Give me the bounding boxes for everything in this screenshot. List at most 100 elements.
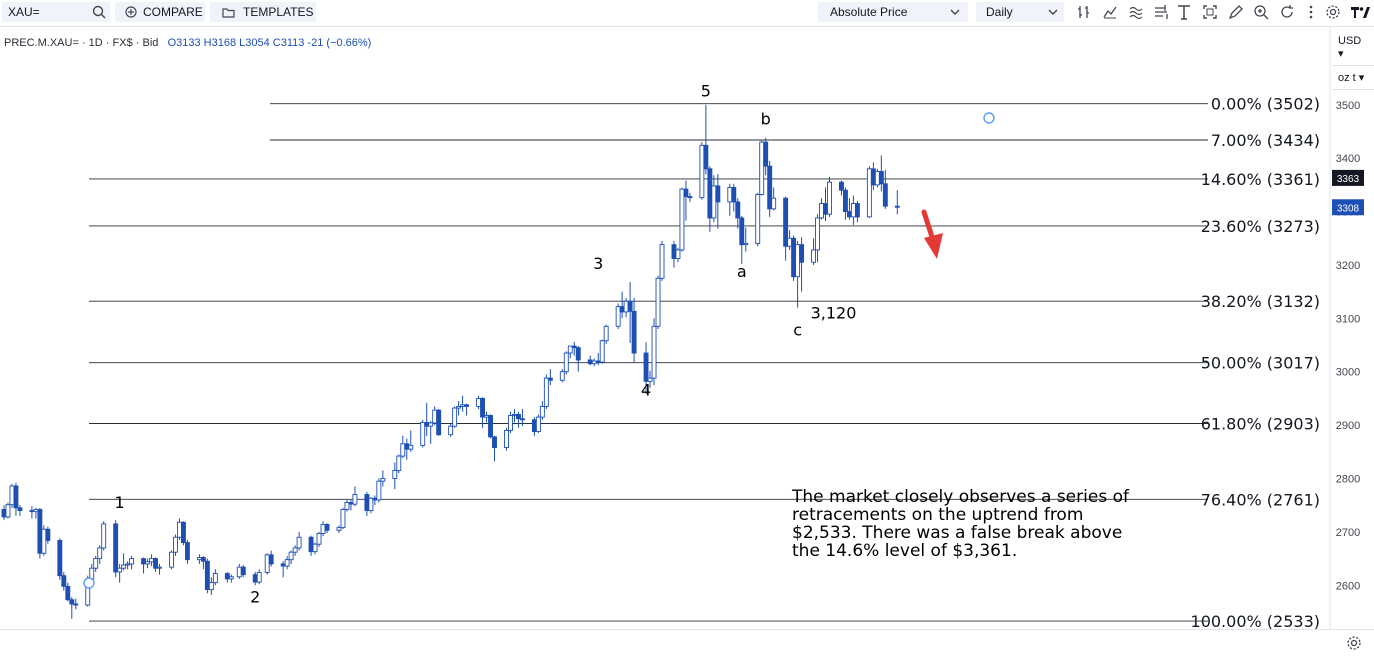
- red-down-arrow-icon: [921, 209, 943, 259]
- tradingview-logo[interactable]: [1350, 4, 1370, 20]
- symbol-search-input[interactable]: XAU=: [2, 2, 110, 22]
- chart-legend: PREC.M.XAU= · 1D · FX$ · Bid O3133 H3168…: [4, 37, 372, 49]
- folder-icon: [222, 7, 235, 18]
- candle-body: [324, 523, 330, 531]
- candle-body: [882, 183, 888, 207]
- candle-body: [767, 165, 773, 210]
- price-axis-badge-label: 3308: [1337, 203, 1360, 214]
- candle-body: [372, 497, 378, 501]
- fib-level-label: 100.00% (2533): [1191, 612, 1320, 631]
- indicators-icon[interactable]: [1102, 4, 1118, 20]
- zoom-icon[interactable]: [1253, 4, 1269, 20]
- candle-body: [180, 521, 186, 544]
- candle-body: [515, 413, 521, 420]
- wave-label: c: [793, 320, 802, 339]
- fib-anchor-top-handle[interactable]: [983, 112, 995, 124]
- candle-body: [348, 502, 354, 505]
- candle-body: [819, 203, 824, 219]
- price-mode-label: Absolute Price: [830, 5, 908, 19]
- candle-body: [771, 197, 777, 210]
- legend-ohlc-values: O3133 H3168 L3054 C3113 -21 (−0.66%): [167, 37, 372, 49]
- candle-body: [870, 168, 876, 186]
- candle-body: [815, 217, 820, 251]
- candle-body: [591, 360, 597, 365]
- candle-body: [823, 203, 828, 215]
- symbol-text: XAU=: [8, 5, 40, 19]
- candle-body: [157, 566, 162, 569]
- candle-body: [563, 352, 569, 373]
- wave-label: 4: [641, 381, 651, 400]
- interval-label: Daily: [986, 5, 1013, 19]
- candle-body: [595, 360, 601, 363]
- candle-body: [839, 181, 844, 191]
- candle-body: [240, 566, 246, 576]
- candle-body: [169, 551, 174, 568]
- candle-body: [759, 141, 765, 195]
- candle-body: [61, 575, 67, 587]
- candle-body: [400, 443, 406, 457]
- price-axis-tick: 2600: [1336, 580, 1360, 592]
- candle-body: [149, 558, 154, 563]
- candle-body: [256, 572, 262, 583]
- annotate-icon[interactable]: [1228, 4, 1244, 20]
- candle-body: [488, 415, 493, 438]
- candle-body: [284, 559, 290, 567]
- text-tool-icon[interactable]: [1176, 4, 1192, 20]
- fib-level-label: 23.60% (3273): [1201, 217, 1320, 236]
- wave-label: 5: [701, 82, 711, 101]
- bar-style-icon[interactable]: [1076, 4, 1092, 20]
- candle-body: [408, 444, 414, 450]
- candle-body: [29, 510, 35, 513]
- candle-body: [424, 421, 430, 427]
- candle-body: [795, 244, 801, 278]
- interval-select[interactable]: Daily: [976, 2, 1064, 22]
- candle-body: [364, 494, 370, 511]
- candle-body: [492, 436, 497, 448]
- chevron-down-icon: [950, 9, 960, 15]
- fib-anchor-bottom-handle[interactable]: [83, 577, 95, 589]
- more-icon[interactable]: [1303, 4, 1319, 20]
- candle-body: [711, 185, 717, 219]
- refresh-icon[interactable]: [1279, 4, 1295, 20]
- candle-body: [380, 478, 386, 482]
- candle-body: [404, 443, 410, 450]
- candle-body: [763, 141, 769, 167]
- price-axis-badge-label: 3363: [1337, 174, 1360, 185]
- candle-body: [17, 507, 23, 511]
- candle-body: [671, 244, 677, 259]
- candle-body: [894, 205, 900, 208]
- candle-body: [531, 419, 537, 432]
- wave-label: b: [761, 110, 771, 129]
- drawing-icon[interactable]: [1128, 4, 1144, 20]
- candle-body: [204, 560, 210, 591]
- compare-button[interactable]: COMPARE: [115, 2, 205, 22]
- candle-body: [683, 188, 689, 198]
- price-axis-tick: 3200: [1336, 260, 1360, 272]
- candle-body: [615, 306, 621, 327]
- candle-body: [715, 185, 721, 203]
- fullscreen-icon[interactable]: [1202, 4, 1218, 20]
- currency-select[interactable]: USD ▾: [1332, 30, 1374, 66]
- candle-body: [420, 421, 426, 446]
- templates-button[interactable]: TEMPLATES: [210, 2, 316, 22]
- candle-body: [464, 404, 470, 407]
- settings-icon[interactable]: [1325, 4, 1341, 20]
- candle-body: [456, 405, 462, 409]
- candle-body: [9, 485, 15, 506]
- unit-select[interactable]: oz t ▾: [1332, 66, 1374, 90]
- price-axis-tick: 2700: [1336, 527, 1360, 539]
- candle-body: [743, 243, 749, 246]
- candle-body: [480, 397, 485, 418]
- candle-body: [575, 347, 581, 361]
- candle-body: [659, 244, 665, 279]
- price-mode-select[interactable]: Absolute Price: [818, 2, 968, 22]
- candle-body: [73, 603, 79, 606]
- wave-label: a: [737, 262, 747, 281]
- candle-body: [13, 485, 19, 509]
- axis-settings-icon[interactable]: [1346, 635, 1362, 651]
- tools-icon[interactable]: [1153, 4, 1169, 20]
- candle-body: [655, 277, 661, 327]
- search-icon[interactable]: [92, 5, 106, 19]
- candle-body: [41, 528, 47, 554]
